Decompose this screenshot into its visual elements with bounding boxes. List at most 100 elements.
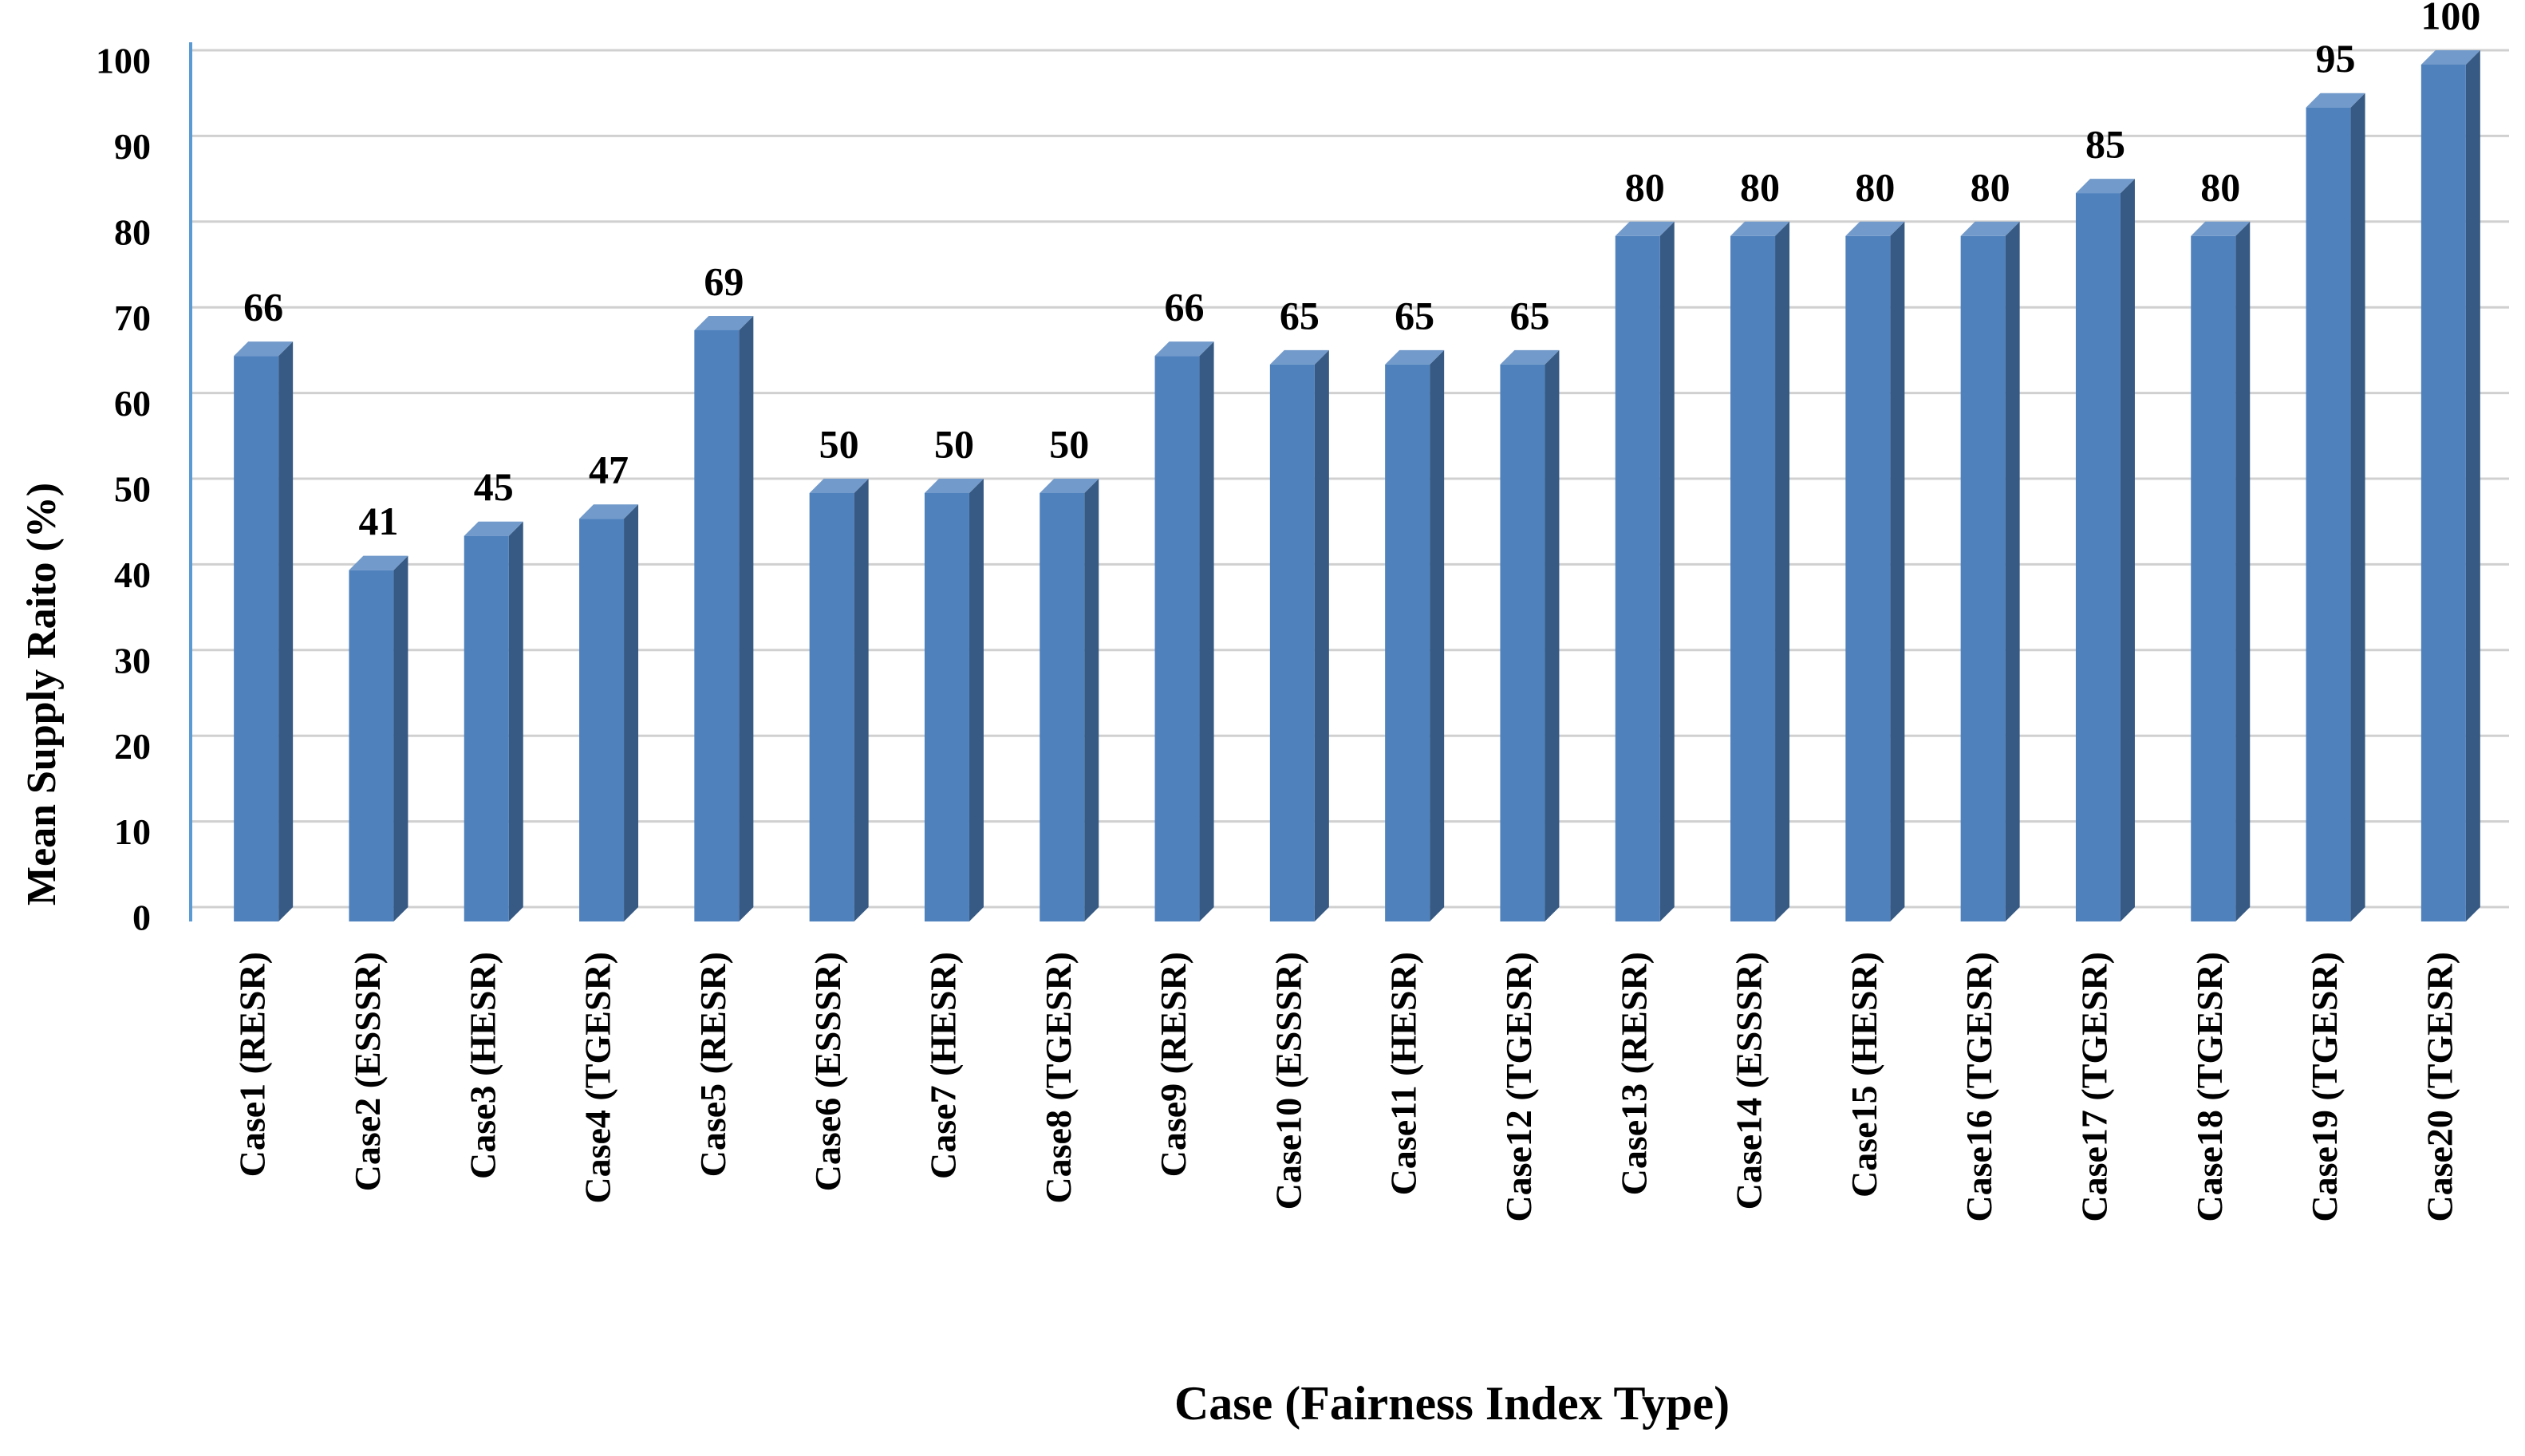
- x-tick-label: Case16 (TGESR): [1959, 952, 1999, 1222]
- bar-top: [2191, 221, 2251, 236]
- value-label: 69: [704, 258, 744, 303]
- x-tick-label: Case19 (TGESR): [2304, 952, 2345, 1222]
- x-tick-label: Case15 (HESR): [1844, 952, 1884, 1198]
- bar-side: [854, 479, 869, 921]
- bar-side: [1890, 221, 1905, 921]
- bar-top: [464, 521, 523, 536]
- bar-side: [1659, 221, 1675, 921]
- x-tick-label: Case17 (TGESR): [2074, 952, 2115, 1222]
- bar: [2306, 107, 2351, 921]
- bar: [1385, 364, 1430, 921]
- bar: [1730, 235, 1776, 921]
- bar: [809, 493, 854, 921]
- bar-top: [809, 479, 869, 493]
- y-tick-label: 20: [114, 726, 151, 767]
- x-tick-label: Case3 (HESR): [462, 952, 503, 1179]
- bar: [1040, 493, 1085, 921]
- x-tick-label: Case1 (RESR): [232, 952, 273, 1177]
- y-axis-label: Mean Supply Raito (%): [19, 483, 65, 906]
- bar-side: [2350, 93, 2365, 922]
- bar: [1845, 235, 1891, 921]
- bar-side: [508, 521, 523, 921]
- y-tick-label: 0: [132, 898, 151, 938]
- value-label: 65: [1280, 293, 1320, 337]
- bar: [2420, 65, 2466, 921]
- x-tick-label: Case4 (TGESR): [578, 952, 618, 1204]
- bar-side: [1545, 349, 1560, 921]
- x-tick-label: Case14 (ESSSR): [1729, 952, 1769, 1209]
- value-label: 85: [2085, 122, 2125, 167]
- x-tick-label: Case20 (TGESR): [2419, 952, 2460, 1222]
- bar-side: [1430, 349, 1445, 921]
- y-tick-label: 90: [114, 126, 151, 167]
- bar: [2191, 235, 2236, 921]
- value-label: 50: [1049, 421, 1089, 466]
- value-label: 80: [2200, 164, 2240, 209]
- value-label: 80: [1971, 164, 2010, 209]
- bar: [464, 535, 509, 921]
- bar-top: [2306, 93, 2365, 108]
- bar: [579, 519, 625, 921]
- bar: [2075, 193, 2121, 922]
- bar-side: [2005, 221, 2020, 921]
- value-label: 50: [934, 421, 974, 466]
- value-label: 65: [1395, 293, 1434, 337]
- value-label: 50: [819, 421, 859, 466]
- bar-top: [1960, 221, 2020, 236]
- bar-top: [1269, 349, 1329, 365]
- bar-top: [694, 315, 754, 330]
- value-label: 45: [474, 464, 514, 509]
- x-tick-label: Case13 (RESR): [1613, 952, 1654, 1195]
- bar: [1960, 235, 2006, 921]
- x-tick-label: Case9 (RESR): [1153, 952, 1193, 1177]
- bar-top: [1845, 221, 1905, 236]
- bar-top: [1040, 479, 1099, 493]
- value-label: 66: [243, 285, 283, 329]
- value-label: 47: [589, 448, 629, 492]
- value-label: 80: [1625, 164, 1665, 209]
- x-tick-label: Case18 (TGESR): [2189, 952, 2230, 1222]
- value-label: 80: [1740, 164, 1780, 209]
- bar-side: [624, 504, 639, 921]
- bar-side: [393, 555, 408, 921]
- value-label: 41: [358, 499, 398, 543]
- y-tick-label: 60: [114, 383, 151, 424]
- bar-top: [1385, 349, 1445, 365]
- bar-top: [349, 555, 408, 570]
- x-tick-label: Case12 (TGESR): [1498, 952, 1539, 1222]
- bar-top: [1730, 221, 1790, 236]
- y-tick-label: 70: [114, 298, 151, 338]
- bar-side: [739, 315, 754, 921]
- x-tick-label: Case8 (TGESR): [1038, 952, 1079, 1204]
- value-label: 95: [2316, 36, 2356, 81]
- bar-side: [1084, 479, 1099, 921]
- x-tick-label: Case11 (HESR): [1383, 952, 1424, 1195]
- bar-side: [278, 341, 294, 921]
- bar-side: [2235, 221, 2251, 921]
- value-label: 65: [1509, 293, 1549, 337]
- bar-side: [2465, 50, 2480, 921]
- bar: [1269, 364, 1315, 921]
- bar-top: [1154, 341, 1214, 357]
- x-tick-label: Case10 (ESSSR): [1268, 952, 1308, 1209]
- x-axis-label: Case (Fairness Index Type): [1174, 1377, 1730, 1430]
- bar: [234, 356, 279, 921]
- bar-top: [924, 479, 984, 493]
- bar: [349, 570, 394, 921]
- bar: [694, 329, 740, 921]
- bar-side: [2120, 179, 2135, 922]
- bar-side: [969, 479, 984, 921]
- x-tick-label: Case5 (RESR): [692, 952, 733, 1177]
- x-tick-label: Case2 (ESSSR): [347, 952, 388, 1191]
- x-tick-label: Case6 (ESSSR): [807, 952, 848, 1191]
- bar-top: [2420, 50, 2480, 65]
- bar: [1615, 235, 1660, 921]
- bar-top: [1615, 221, 1675, 236]
- y-tick-label: 100: [96, 41, 151, 81]
- y-tick-label: 80: [114, 211, 151, 252]
- value-label: 100: [2420, 0, 2480, 37]
- y-tick-label: 40: [114, 554, 151, 595]
- bar-top: [579, 504, 639, 519]
- value-label: 80: [1855, 164, 1895, 209]
